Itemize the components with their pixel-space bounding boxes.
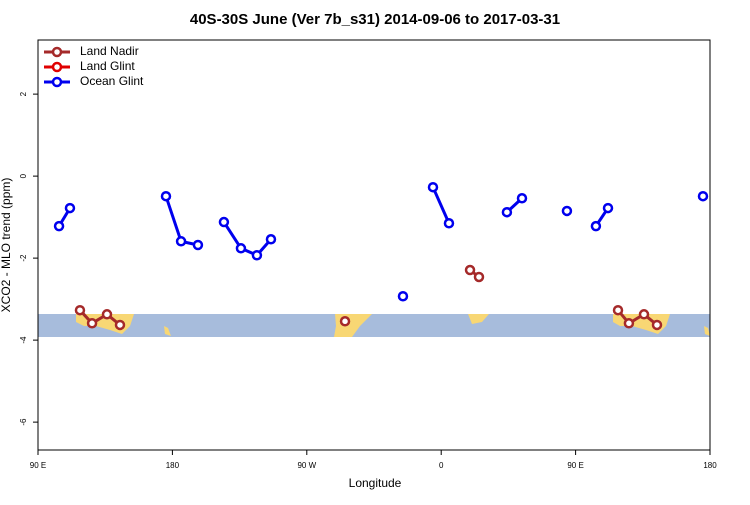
x-tick-label: 90 W xyxy=(297,461,316,470)
y-axis-label: XCO2 - MLO trend (ppm) xyxy=(0,178,13,313)
point xyxy=(192,239,204,251)
point xyxy=(516,193,528,204)
x-tick-label: 90 E xyxy=(30,461,46,470)
x-tick-label: 180 xyxy=(166,461,180,470)
point xyxy=(64,202,76,214)
point xyxy=(623,318,635,329)
legend-label: Land Nadir xyxy=(80,44,139,58)
point xyxy=(218,216,230,228)
legend-marker xyxy=(51,61,63,73)
point xyxy=(443,218,455,229)
x-axis-label: Longitude xyxy=(349,476,402,490)
y-tick-label: 0 xyxy=(19,173,28,178)
point xyxy=(86,318,98,329)
y-tick-label: 2 xyxy=(19,91,28,96)
point xyxy=(101,309,113,320)
point xyxy=(339,316,351,327)
x-tick-label: 180 xyxy=(703,461,717,470)
point xyxy=(175,236,187,247)
land xyxy=(164,326,171,336)
y-tick-label: -4 xyxy=(19,336,28,344)
point xyxy=(590,220,602,232)
point xyxy=(397,291,409,302)
latitude-band xyxy=(38,314,710,337)
chart-title: 40S-30S June (Ver 7b_s31) 2014-09-06 to … xyxy=(190,11,560,28)
legend-marker xyxy=(51,46,63,58)
point xyxy=(501,206,513,218)
point xyxy=(638,309,650,320)
land xyxy=(468,314,489,324)
point xyxy=(612,304,624,316)
point xyxy=(265,234,277,245)
y-tick-label: -2 xyxy=(19,254,28,262)
point xyxy=(251,250,263,261)
land xyxy=(704,326,710,336)
point xyxy=(473,271,485,283)
x-tick-label: 0 xyxy=(439,461,444,470)
y-tick-label: -6 xyxy=(19,418,28,426)
point xyxy=(74,304,86,316)
point xyxy=(235,243,247,254)
series-line xyxy=(59,187,703,255)
point xyxy=(464,264,476,276)
point xyxy=(114,319,126,331)
map-strip xyxy=(38,314,710,337)
point xyxy=(602,202,614,214)
point xyxy=(427,181,439,193)
plot-frame xyxy=(37,39,711,451)
point xyxy=(651,319,663,331)
point xyxy=(561,205,573,217)
point xyxy=(53,220,65,232)
legend-label: Ocean Glint xyxy=(80,74,144,88)
point xyxy=(697,190,709,202)
x-tick-label: 90 E xyxy=(567,461,583,470)
legend-marker xyxy=(51,76,63,88)
legend-label: Land Glint xyxy=(80,59,135,73)
point xyxy=(160,190,172,202)
